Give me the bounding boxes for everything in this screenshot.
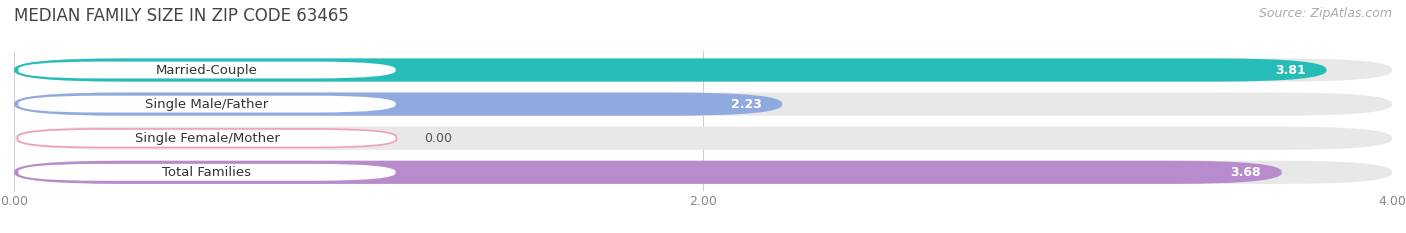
FancyBboxPatch shape xyxy=(14,93,782,116)
Text: Married-Couple: Married-Couple xyxy=(156,64,257,76)
FancyBboxPatch shape xyxy=(14,58,1392,82)
Text: Single Female/Mother: Single Female/Mother xyxy=(135,132,280,145)
FancyBboxPatch shape xyxy=(14,58,1326,82)
Text: 2.23: 2.23 xyxy=(731,98,762,111)
FancyBboxPatch shape xyxy=(17,129,396,147)
FancyBboxPatch shape xyxy=(14,161,1392,184)
Text: 3.81: 3.81 xyxy=(1275,64,1306,76)
Text: 3.68: 3.68 xyxy=(1230,166,1261,179)
Text: Single Male/Father: Single Male/Father xyxy=(145,98,269,111)
Text: 0.00: 0.00 xyxy=(425,132,451,145)
FancyBboxPatch shape xyxy=(17,95,396,113)
FancyBboxPatch shape xyxy=(14,93,1392,116)
Text: MEDIAN FAMILY SIZE IN ZIP CODE 63465: MEDIAN FAMILY SIZE IN ZIP CODE 63465 xyxy=(14,7,349,25)
FancyBboxPatch shape xyxy=(17,61,396,79)
Text: Total Families: Total Families xyxy=(163,166,252,179)
Text: Source: ZipAtlas.com: Source: ZipAtlas.com xyxy=(1258,7,1392,20)
FancyBboxPatch shape xyxy=(17,163,396,182)
FancyBboxPatch shape xyxy=(14,161,1282,184)
FancyBboxPatch shape xyxy=(14,127,1392,150)
